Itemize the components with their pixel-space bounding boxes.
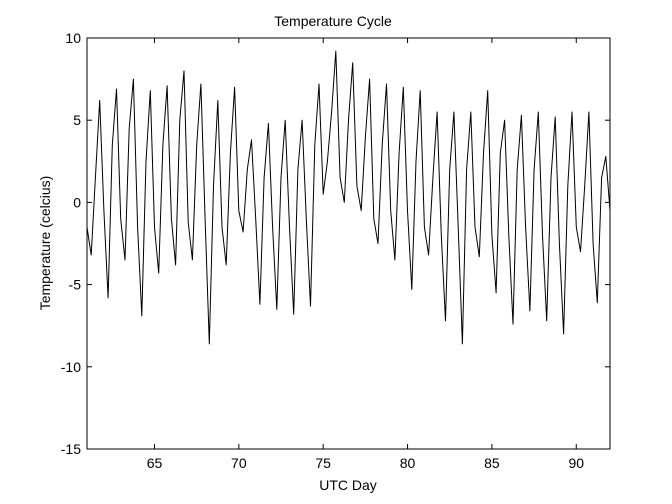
plot-area <box>86 37 611 450</box>
x-tick-label: 90 <box>568 455 584 471</box>
y-tick-label: -10 <box>61 359 81 375</box>
x-tick-label: 70 <box>231 455 247 471</box>
ticks-layer <box>87 37 610 450</box>
y-tick-label: 0 <box>73 194 81 210</box>
y-axis-label: Temperature (celcius) <box>37 176 53 311</box>
y-tick-label: -5 <box>69 277 82 293</box>
x-tick-label: 85 <box>484 455 500 471</box>
x-tick-label: 75 <box>315 455 331 471</box>
x-tick-label: 65 <box>147 455 163 471</box>
y-tick-label: 10 <box>65 30 81 46</box>
x-tick-label: 80 <box>400 455 416 471</box>
y-tick-label: 5 <box>73 112 81 128</box>
series-layer <box>86 50 611 345</box>
x-axis-label: UTC Day <box>319 477 377 493</box>
temperature-series-line <box>86 50 611 345</box>
chart-title: Temperature Cycle <box>274 13 392 29</box>
y-tick-label: -15 <box>61 441 81 457</box>
tick-labels-layer: 65 70 75 80 85 90 -15 -10 -5 0 5 10 <box>61 30 584 471</box>
